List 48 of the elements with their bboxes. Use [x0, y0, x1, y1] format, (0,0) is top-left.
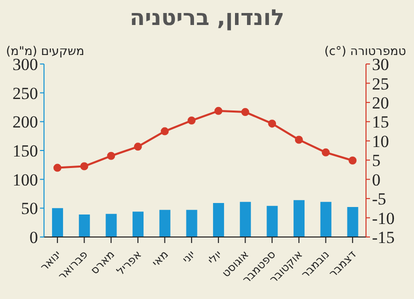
bar	[78, 214, 90, 237]
y-tick-label: 50	[21, 199, 38, 218]
y-axis-title: משקעים (מ"מ)	[6, 44, 84, 58]
point	[134, 142, 142, 151]
y-tick-label: 250	[12, 84, 38, 103]
point	[160, 127, 169, 136]
point	[107, 152, 116, 160]
point	[322, 148, 330, 156]
point	[268, 120, 276, 128]
point	[294, 136, 303, 144]
y2-tick-label: -5	[372, 190, 386, 209]
bar	[186, 210, 198, 237]
y-tick-label: 150	[12, 142, 38, 161]
bar	[132, 212, 144, 237]
point	[80, 162, 88, 170]
bar	[52, 208, 64, 237]
y-tick-label: 200	[12, 112, 38, 132]
bar	[240, 202, 251, 237]
bar	[320, 202, 332, 237]
x-tick-label: יולי	[205, 248, 225, 268]
point	[241, 108, 250, 116]
bar	[347, 207, 358, 237]
bar	[159, 210, 170, 237]
x-tick-label: ינואר	[38, 248, 64, 274]
y2-tick-label: 15	[372, 112, 389, 132]
y-tick-label: 100	[12, 170, 38, 190]
y2-tick-label: -10	[372, 208, 395, 228]
y-tick-label: 300	[12, 55, 38, 74]
y2-tick-label: 30	[372, 55, 389, 74]
bar	[294, 200, 305, 237]
y2-tick-label: 0	[372, 170, 380, 190]
y2-tick-label: -15	[372, 228, 395, 248]
chart-title: לונדון, בריטניה	[128, 6, 286, 31]
point	[348, 156, 357, 164]
y2-tick-label: 10	[372, 132, 389, 151]
y2-axis-title: טמפרטורה (°c)	[324, 44, 406, 58]
bar	[213, 202, 224, 237]
point	[53, 164, 62, 172]
y2-tick-label: 25	[372, 74, 389, 94]
bar	[266, 206, 278, 237]
y2-tick-label: 20	[372, 93, 389, 112]
point	[188, 116, 196, 125]
bar	[106, 214, 117, 237]
x-tick-label: יוני	[180, 248, 198, 266]
point	[214, 106, 222, 115]
y-tick-label: 0	[30, 228, 38, 248]
x-tick-label: מאי	[149, 248, 171, 270]
y2-tick-label: 5	[372, 151, 380, 170]
